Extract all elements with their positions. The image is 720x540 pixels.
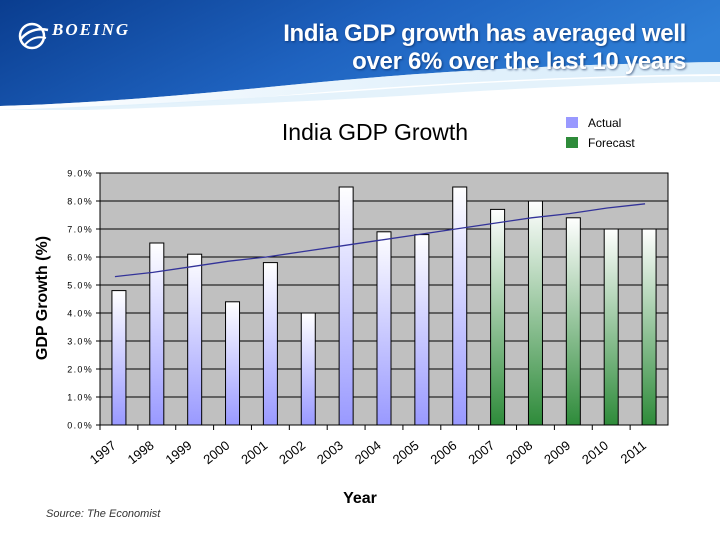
x-tick-label: 1999 xyxy=(162,438,194,468)
y-tick-label: 6.0% xyxy=(67,253,93,263)
x-tick-label: 2005 xyxy=(390,438,422,468)
y-axis-label: GDP Growth (%) xyxy=(34,236,51,360)
legend-label-forecast: Forecast xyxy=(588,136,635,150)
trend-line xyxy=(114,203,646,278)
boeing-logo xyxy=(18,22,49,50)
x-tick-label: 2006 xyxy=(428,438,460,468)
x-tick-label: 2002 xyxy=(276,438,308,468)
legend-label-actual: Actual xyxy=(588,116,621,130)
bar-actual-2005 xyxy=(414,234,430,426)
y-tick-label: 2.0% xyxy=(67,365,93,375)
source-note: Source: The Economist xyxy=(46,508,161,520)
x-tick-label: 2001 xyxy=(238,438,270,468)
bar-forecast-2007 xyxy=(490,208,506,426)
slide-title: India GDP growth has averaged well over … xyxy=(266,20,686,76)
y-tick-label: 3.0% xyxy=(67,337,93,347)
bar-actual-2003 xyxy=(338,186,354,426)
bar-actual-2000 xyxy=(225,301,241,426)
y-tick-label: 5.0% xyxy=(67,281,93,291)
y-tick-label: 8.0% xyxy=(67,197,93,207)
bar-forecast-2008 xyxy=(527,200,543,426)
bar-forecast-2009 xyxy=(565,217,581,426)
x-tick-label: 2011 xyxy=(618,438,649,467)
slide-title-line-1: India GDP growth has averaged well xyxy=(283,20,686,47)
x-tick-label: 2000 xyxy=(200,438,232,468)
y-tick-label: 1.0% xyxy=(67,393,93,403)
bar-actual-1997 xyxy=(111,290,127,426)
bar-forecast-2010 xyxy=(603,228,619,426)
chart-title: India GDP Growth xyxy=(282,119,468,145)
x-tick-label: 1997 xyxy=(87,438,119,468)
bar-actual-2001 xyxy=(262,262,278,426)
x-tick-label: 2010 xyxy=(579,438,611,468)
bar-actual-2002 xyxy=(300,312,316,426)
header-banner xyxy=(0,0,720,110)
y-tick-label: 7.0% xyxy=(67,225,93,235)
bar-actual-2004 xyxy=(376,231,392,426)
x-tick-label: 2008 xyxy=(503,438,535,468)
bar-actual-2006 xyxy=(452,186,468,426)
gdp-chart: India GDP Growth Actual Forecast 0.0% 1.0% 2.… xyxy=(34,116,669,507)
slide-title-line-2: over 6% over the last 10 years xyxy=(352,48,686,75)
x-tick-label: 2009 xyxy=(541,438,573,468)
y-tick-label: 0.0% xyxy=(67,421,93,431)
bar-forecast-2011 xyxy=(641,228,657,426)
legend-swatch-actual xyxy=(566,117,578,128)
bar-actual-1999 xyxy=(187,253,203,426)
x-tick-label: 2004 xyxy=(352,438,384,468)
legend-swatch-forecast xyxy=(566,137,578,148)
boeing-logo-text: BOEING xyxy=(52,20,131,39)
bar-actual-1998 xyxy=(149,242,165,426)
x-axis-label: Year xyxy=(343,490,377,507)
y-tick-label: 9.0% xyxy=(67,169,93,179)
y-tick-label: 4.0% xyxy=(67,309,93,319)
x-tick-label: 2007 xyxy=(465,438,497,468)
x-tick-label: 1998 xyxy=(125,438,157,468)
x-tick-label: 2003 xyxy=(314,438,346,468)
